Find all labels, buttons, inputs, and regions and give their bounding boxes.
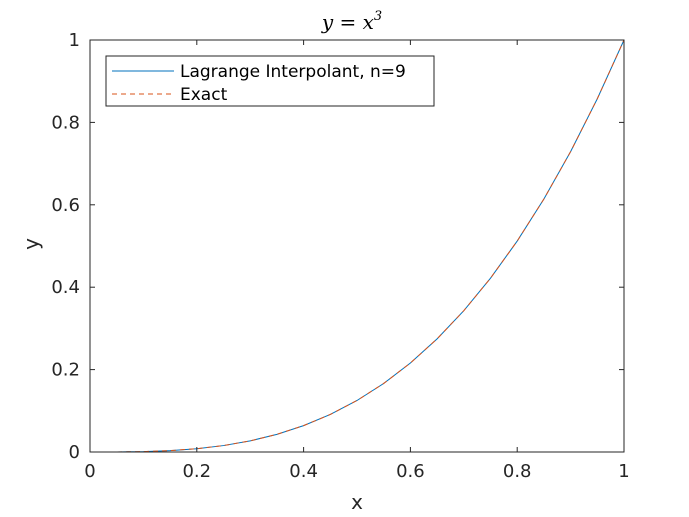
legend: Lagrange Interpolant, n=9 Exact [105, 55, 435, 107]
x-tick-label: 0 [84, 461, 95, 482]
y-tick-label: 0.6 [51, 195, 80, 216]
y-tick-label: 0 [69, 442, 80, 463]
y-tick-label: 0.8 [51, 112, 80, 133]
y-tick-label: 0.4 [51, 277, 80, 298]
y-axis: 0 0.2 0.4 0.6 0.8 1 [51, 30, 624, 463]
legend-box [105, 55, 435, 107]
legend-label-exact: Exact [180, 85, 228, 105]
x-tick-label: 1 [618, 461, 629, 482]
x-tick-label: 0.2 [182, 461, 211, 482]
x-tick-label: 0.8 [503, 461, 532, 482]
x-tick-label: 0.6 [396, 461, 425, 482]
y-tick-label: 1 [69, 30, 80, 51]
plot-area [90, 40, 624, 452]
plot-frame [89, 39, 625, 453]
x-axis-label: x [351, 490, 363, 514]
y-axis-label: y [19, 238, 43, 250]
series-layer [89, 39, 625, 453]
chart-title: y = x3 [321, 9, 382, 34]
chart-title-exponent: 3 [374, 9, 382, 24]
x-axis: 0 0.2 0.4 0.6 0.8 1 [84, 40, 630, 482]
series-line-lagrange [89, 39, 625, 453]
x-tick-label: 0.4 [289, 461, 318, 482]
legend-label-lagrange: Lagrange Interpolant, n=9 [180, 62, 406, 82]
chart-title-base: y = x [321, 10, 374, 34]
y-tick-label: 0.2 [51, 360, 80, 381]
